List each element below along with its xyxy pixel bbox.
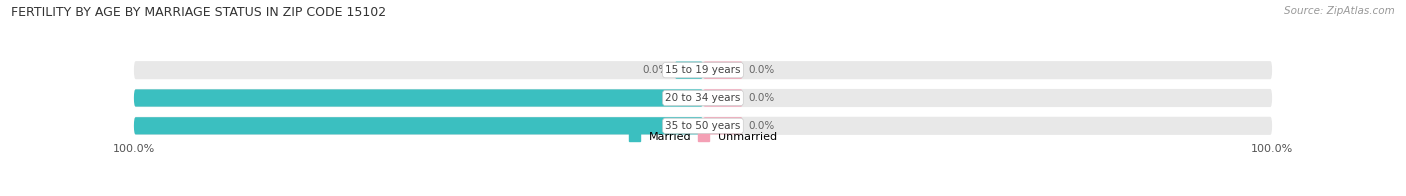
Text: 0.0%: 0.0% [748, 121, 775, 131]
FancyBboxPatch shape [134, 89, 703, 107]
FancyBboxPatch shape [703, 89, 742, 107]
Text: 0.0%: 0.0% [748, 93, 775, 103]
Text: 35 to 50 years: 35 to 50 years [665, 121, 741, 131]
FancyBboxPatch shape [675, 62, 703, 79]
FancyBboxPatch shape [703, 117, 742, 134]
FancyBboxPatch shape [134, 89, 1272, 107]
Text: 15 to 19 years: 15 to 19 years [665, 65, 741, 75]
Text: 100.0%: 100.0% [79, 93, 122, 103]
Legend: Married, Unmarried: Married, Unmarried [630, 132, 776, 142]
Text: 0.0%: 0.0% [748, 65, 775, 75]
Text: FERTILITY BY AGE BY MARRIAGE STATUS IN ZIP CODE 15102: FERTILITY BY AGE BY MARRIAGE STATUS IN Z… [11, 6, 387, 19]
Text: 100.0%: 100.0% [79, 121, 122, 131]
FancyBboxPatch shape [134, 61, 1272, 79]
Text: Source: ZipAtlas.com: Source: ZipAtlas.com [1284, 6, 1395, 16]
FancyBboxPatch shape [703, 62, 742, 79]
FancyBboxPatch shape [134, 117, 1272, 135]
FancyBboxPatch shape [134, 117, 703, 134]
Text: 20 to 34 years: 20 to 34 years [665, 93, 741, 103]
Text: 0.0%: 0.0% [643, 65, 669, 75]
